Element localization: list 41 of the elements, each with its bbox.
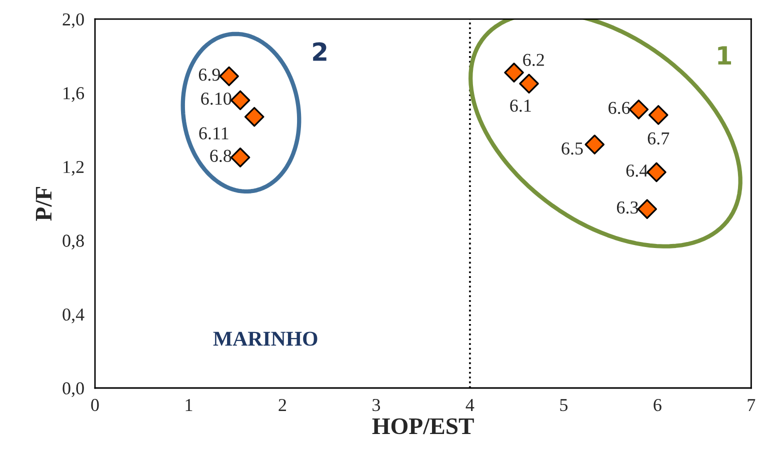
annotation: 6.11 [199,127,228,140]
point [230,148,250,168]
annotation: 6.4 [626,164,648,177]
point [230,90,250,110]
x-tick-label: 6 [654,398,662,412]
annotation: 6.5 [562,142,583,155]
x-tick-label: 7 [748,399,756,411]
annotation: 6.3 [616,201,638,214]
point [637,199,658,219]
annotation: 6.10 [201,92,232,105]
annotation: 6.7 [648,132,670,145]
point [628,100,649,120]
point [648,105,668,125]
y-axis-title: P/F [36,186,52,221]
point [646,162,666,182]
annotation: 6.9 [198,68,220,81]
point [519,74,539,94]
x-tick-label: 1 [186,399,192,411]
x-tick-label: 0 [91,398,99,412]
y-tick-label: 0,4 [62,308,84,324]
annotation: MARINHO [213,332,318,346]
x-tick-label: 5 [560,399,568,412]
y-tick-label: 2,0 [62,13,84,28]
annotation: 6.8 [210,150,232,162]
x-tick-label: 4 [466,399,474,411]
point [584,134,605,154]
point [504,62,524,82]
point [219,66,239,86]
text: 2 [313,42,326,61]
point [244,106,264,127]
y-tick-label: 1,6 [64,87,84,102]
annotation: 6.2 [523,54,544,66]
annotation: 6.1 [510,100,531,112]
y-tick-label: 1,2 [64,160,84,176]
y-tick-label: 0,8 [62,234,84,250]
text: 1 [718,46,732,65]
x-tick-label: 3 [372,398,380,412]
annotation: 6.6 [608,102,630,114]
x-tick-label: 2 [278,398,286,411]
x-axis-title: HOP/EST [372,418,474,434]
y-tick-label: 0,0 [62,382,84,398]
